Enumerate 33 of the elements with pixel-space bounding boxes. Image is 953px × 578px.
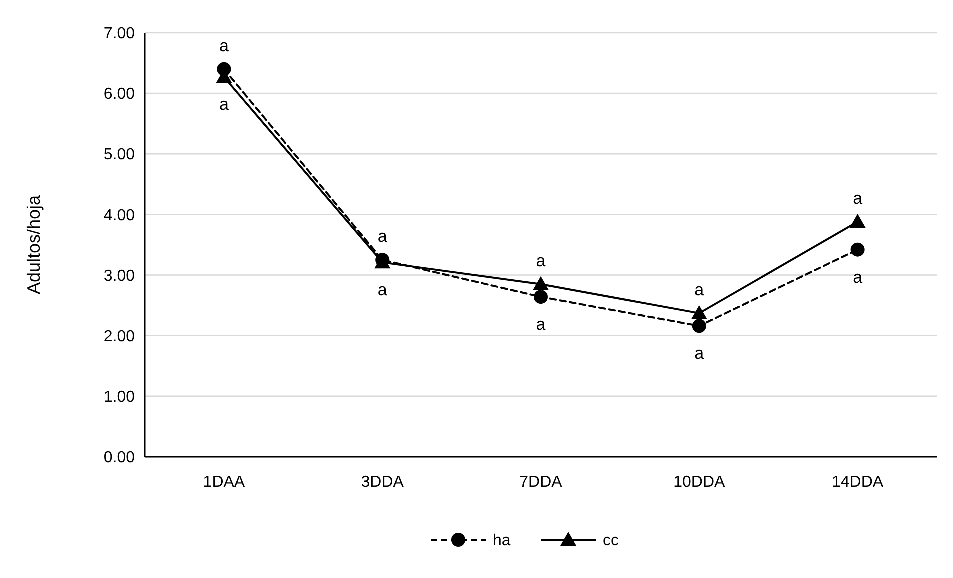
x-tick-label: 1DAA <box>203 474 246 491</box>
annotation: a <box>853 268 864 287</box>
annotation: a <box>536 315 546 334</box>
point <box>533 276 549 290</box>
y-tick-label: 6.00 <box>104 86 136 104</box>
annotation: a <box>378 227 388 246</box>
legend-label: cc <box>603 532 619 550</box>
point <box>850 214 866 228</box>
annotation: a <box>219 95 230 114</box>
x-tick-label: 7DDA <box>520 474 563 491</box>
x-tick-label: 10DDA <box>674 474 726 491</box>
y-axis-title: Adultos/hoja <box>24 194 44 295</box>
annotation: a <box>219 36 230 56</box>
point <box>850 242 865 257</box>
y-tick-label: 3.00 <box>104 268 136 285</box>
y-tick-label: 4.00 <box>104 207 136 224</box>
y-tick-label: 7.00 <box>104 26 136 43</box>
y-tick-label: 2.00 <box>104 328 136 346</box>
legend-label: ha <box>493 532 511 550</box>
x-tick-label: 14DDA <box>832 474 884 491</box>
y-tick-label: 5.00 <box>104 146 136 164</box>
annotation: a <box>694 344 705 364</box>
point <box>692 319 706 334</box>
y-tick-label: 0.00 <box>104 450 136 467</box>
y-tick-label: 1.00 <box>104 389 136 406</box>
x-tick-label: 3DDA <box>361 474 404 491</box>
point <box>691 305 708 320</box>
annotation: a <box>694 280 705 300</box>
point <box>217 62 232 76</box>
point <box>534 290 548 304</box>
annotation: a <box>378 280 388 300</box>
annotation: a <box>853 188 864 208</box>
annotation: a <box>536 251 546 270</box>
